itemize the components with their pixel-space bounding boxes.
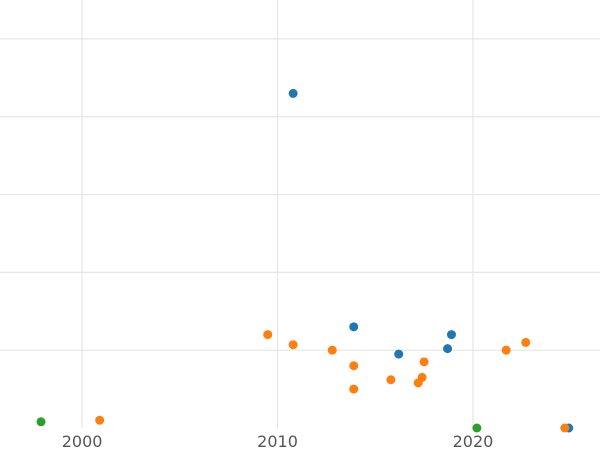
data-point-s1-12 <box>560 423 570 433</box>
data-point-s1-3 <box>327 345 337 355</box>
data-point-s1-11 <box>521 337 531 347</box>
data-point-s1-5 <box>349 384 359 394</box>
data-point-s0-4 <box>443 344 453 354</box>
data-points <box>36 88 574 433</box>
data-point-s1-6 <box>386 375 396 385</box>
data-point-s1-2 <box>288 340 298 350</box>
x-tick-label: 2010 <box>257 432 298 450</box>
data-point-s2-1 <box>472 423 482 433</box>
data-point-s1-10 <box>501 345 511 355</box>
grid <box>0 0 600 428</box>
data-point-s0-3 <box>446 330 456 340</box>
x-tick-label: 2000 <box>62 432 103 450</box>
data-point-s2-0 <box>36 417 46 427</box>
x-axis-ticks: 2000 2010 2020 <box>62 432 494 450</box>
data-point-s1-0 <box>95 415 105 425</box>
data-point-s0-0 <box>288 88 298 98</box>
data-point-s1-1 <box>263 330 273 340</box>
x-tick-label: 2020 <box>453 432 494 450</box>
data-point-s0-1 <box>349 322 359 332</box>
data-point-s1-9 <box>419 357 429 367</box>
data-point-s1-4 <box>349 361 359 371</box>
data-point-s0-2 <box>394 349 404 359</box>
data-point-s1-8 <box>417 372 427 382</box>
